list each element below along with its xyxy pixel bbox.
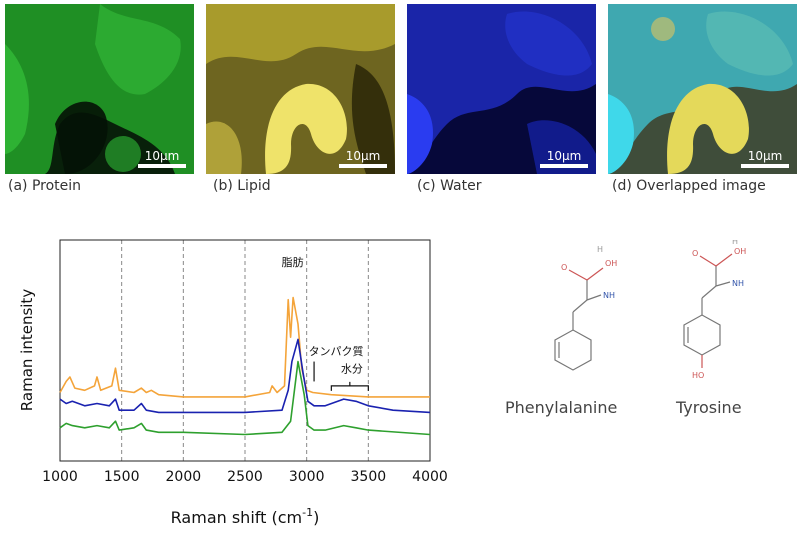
x-tick-label: 3000 (289, 469, 325, 485)
lipid-caption: (b) Lipid (213, 178, 271, 194)
scale-bar: 10µm (741, 150, 789, 168)
overlap-image-panel: 10µm (608, 4, 797, 174)
gridlines (121, 240, 369, 461)
lipid-image-panel: 10µm (206, 4, 395, 174)
scale-label: 10µm (747, 149, 783, 163)
scale-line (339, 164, 387, 168)
benzene-ring (554, 329, 592, 371)
hydroxyl-label: OH (734, 247, 746, 256)
annotation-protein: タンパク質 (309, 344, 364, 358)
annotation-water: 水分 (341, 363, 363, 376)
scale-bar: 10µm (339, 150, 387, 168)
protein-image-panel: 10µm (5, 4, 194, 174)
scale-line (138, 164, 186, 168)
x-tick-label: 1000 (42, 469, 78, 485)
lipid-map (206, 4, 395, 174)
x-tick-label: 2500 (227, 469, 263, 485)
x-tick-label: 4000 (412, 469, 448, 485)
scale-label: 10µm (345, 149, 381, 163)
x-tick-labels: 1000 1500 2000 2500 3000 3500 4000 (42, 469, 448, 485)
phenol-ring (683, 314, 721, 356)
scale-bar: 10µm (138, 150, 186, 168)
y-axis-label: Raman intensity (18, 289, 36, 412)
water-map (407, 4, 596, 174)
oxygen-label: O (561, 263, 567, 272)
hydrogen-label: H (732, 240, 738, 246)
tyrosine-label: Tyrosine (676, 398, 742, 417)
overlap-caption: (d) Overlapped image (612, 178, 766, 194)
annotation-water-bracket (330, 381, 369, 391)
series-group (59, 296, 431, 436)
hydrogen-label: H (597, 245, 603, 254)
plot-frame (59, 239, 431, 462)
scale-label: 10µm (546, 149, 582, 163)
scale-line (540, 164, 588, 168)
series-line-2 (59, 360, 431, 436)
scale-label: 10µm (144, 149, 180, 163)
water-image-panel: 10µm (407, 4, 596, 174)
protein-caption: (a) Protein (8, 178, 82, 194)
x-axis-label: Raman shift (cm-1) (171, 506, 320, 527)
hydroxyl-label: OH (605, 259, 617, 268)
tyrosine-structure: OH H O NH HO (683, 240, 746, 380)
phenylalanine-structure: OH H O NH (554, 245, 617, 371)
annotation-fat: 脂肪 (282, 255, 304, 269)
scale-line (741, 164, 789, 168)
oxygen-label: O (692, 249, 698, 258)
water-caption: (c) Water (417, 178, 482, 194)
phenylalanine-label: Phenylalanine (505, 398, 618, 417)
scale-bar: 10µm (540, 150, 588, 168)
overlap-map (608, 4, 797, 174)
x-tick-label: 3500 (351, 469, 387, 485)
amine-label: NH (732, 279, 744, 288)
phenol-hydroxyl-label: HO (692, 371, 704, 380)
protein-map (5, 4, 194, 174)
x-tick-label: 1500 (104, 469, 140, 485)
series-line-1 (59, 338, 431, 414)
x-tick-label: 2000 (166, 469, 202, 485)
amine-label: NH (603, 291, 615, 300)
